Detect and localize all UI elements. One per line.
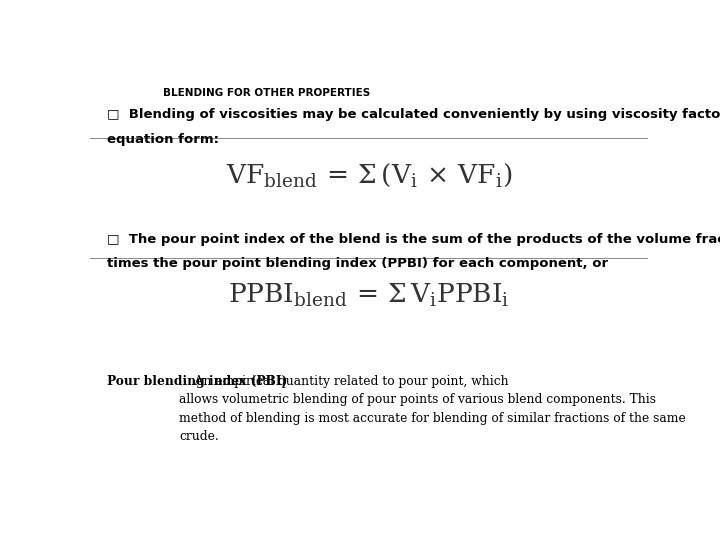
Text: times the pour point blending index (PPBI) for each component, or: times the pour point blending index (PPB… [107,258,608,271]
Text: An empirical quantity related to pour point, which
allows volumetric blending of: An empirical quantity related to pour po… [179,375,686,443]
Text: $\mathregular{PPBI_{blend}\, =\, \Sigma\, V_i PPBI_i}$: $\mathregular{PPBI_{blend}\, =\, \Sigma\… [228,282,510,309]
Text: Pour blending index (PBI): Pour blending index (PBI) [107,375,287,388]
Text: $\mathregular{VF_{blend}\, =\, \Sigma\,(V_i\, \times\, VF_i)}$: $\mathregular{VF_{blend}\, =\, \Sigma\,(… [226,161,512,188]
Text: equation form:: equation form: [107,133,219,146]
Text: BLENDING FOR OTHER PROPERTIES: BLENDING FOR OTHER PROPERTIES [163,87,370,98]
Text: □  The pour point index of the blend is the sum of the products of the volume fr: □ The pour point index of the blend is t… [107,233,720,246]
Text: □  Blending of viscosities may be calculated conveniently by using viscosity fac: □ Blending of viscosities may be calcula… [107,109,720,122]
